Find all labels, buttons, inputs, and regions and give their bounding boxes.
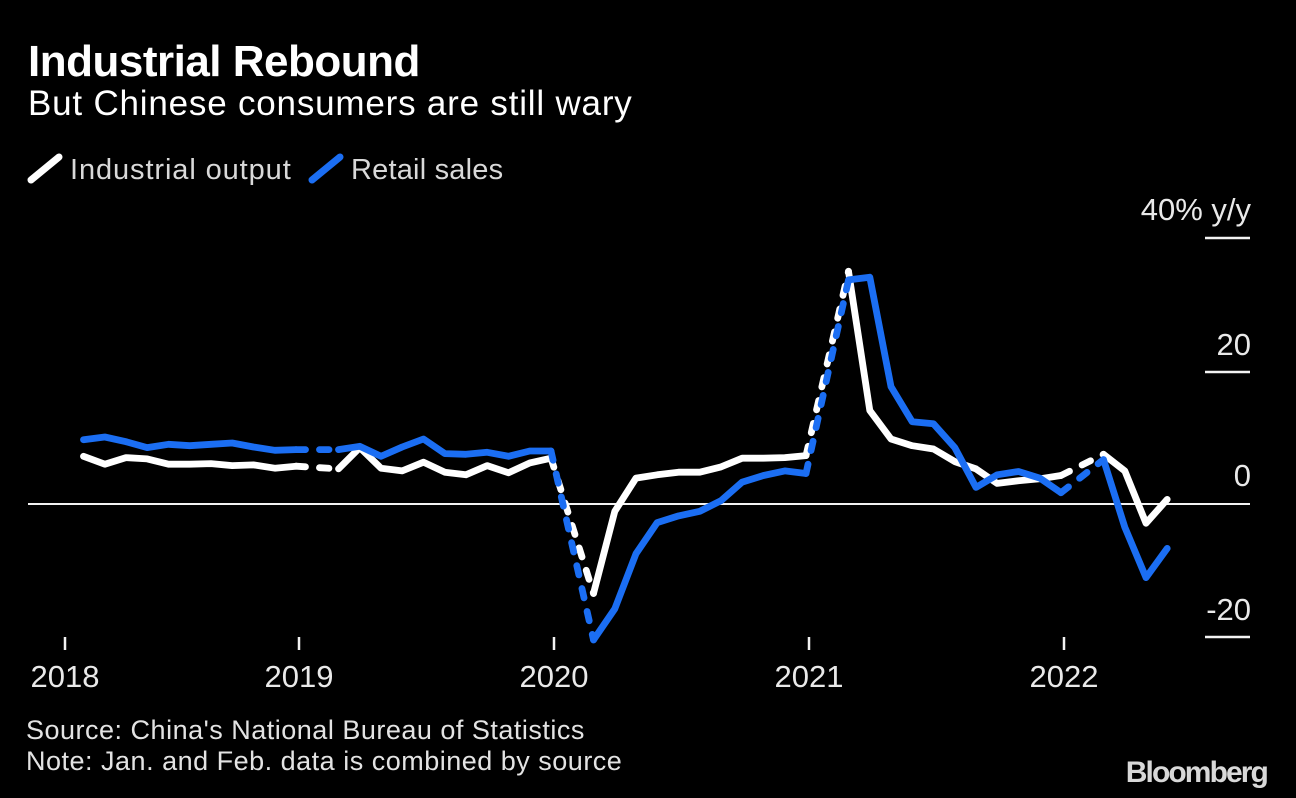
svg-text:2022: 2022	[1030, 659, 1099, 694]
svg-text:2018: 2018	[31, 659, 100, 694]
svg-text:Industrial output: Industrial output	[70, 154, 292, 186]
svg-text:But Chinese consumers are stil: But Chinese consumers are still wary	[28, 84, 633, 123]
svg-text:Industrial Rebound: Industrial Rebound	[28, 37, 420, 86]
svg-text:Note: Jan. and Feb. data is co: Note: Jan. and Feb. data is combined by …	[26, 746, 622, 776]
svg-text:2020: 2020	[520, 659, 589, 694]
svg-text:-20: -20	[1206, 592, 1251, 627]
svg-text:20: 20	[1217, 327, 1251, 362]
svg-text:2021: 2021	[775, 659, 844, 694]
svg-text:Bloomberg: Bloomberg	[1126, 756, 1268, 789]
svg-text:Source: China's National Burea: Source: China's National Bureau of Stati…	[26, 715, 585, 745]
svg-text:Retail sales: Retail sales	[351, 154, 503, 186]
svg-text:2019: 2019	[265, 659, 334, 694]
svg-text:0: 0	[1234, 458, 1251, 493]
svg-text:40% y/y: 40% y/y	[1141, 192, 1252, 227]
